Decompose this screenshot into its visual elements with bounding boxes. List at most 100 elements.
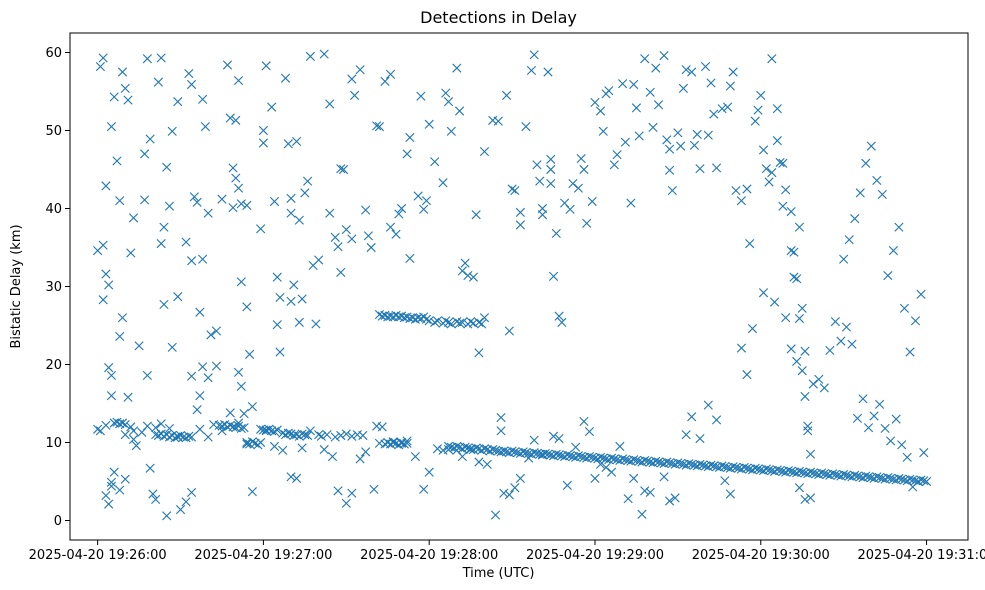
data-point	[830, 469, 840, 480]
data-point	[861, 471, 871, 481]
data-point	[794, 222, 805, 232]
data-point	[772, 104, 782, 114]
data-point	[222, 60, 233, 70]
data-point	[300, 430, 310, 440]
data-point	[778, 201, 788, 211]
data-point	[615, 441, 625, 451]
data-point	[579, 416, 589, 427]
data-point	[104, 499, 114, 509]
data-point	[256, 224, 266, 234]
data-point	[416, 91, 426, 101]
data-point	[651, 456, 661, 466]
data-point	[405, 132, 415, 143]
data-point	[236, 199, 246, 209]
data-point	[424, 119, 434, 129]
data-point	[95, 61, 105, 72]
data-point	[239, 423, 249, 433]
data-point	[225, 420, 235, 430]
data-point	[601, 462, 611, 473]
data-point	[874, 399, 885, 409]
data-point	[471, 443, 481, 453]
data-point	[123, 392, 133, 402]
data-point	[225, 113, 235, 123]
axes-frame	[69, 32, 969, 541]
data-point	[236, 277, 246, 287]
data-point	[532, 448, 542, 459]
data-point	[653, 100, 664, 110]
data-point	[728, 462, 738, 472]
data-point	[115, 196, 125, 206]
data-point	[769, 297, 780, 307]
data-point	[242, 439, 252, 449]
data-point	[844, 235, 854, 245]
data-point	[687, 67, 697, 77]
data-point	[816, 468, 827, 478]
data-point	[573, 451, 583, 461]
data-point	[217, 194, 227, 204]
data-point	[659, 472, 669, 482]
data-point	[203, 373, 213, 383]
data-point	[330, 432, 340, 442]
data-point	[670, 493, 680, 503]
data-point	[573, 183, 583, 193]
data-point	[322, 430, 332, 440]
data-point	[181, 497, 191, 507]
data-point	[424, 316, 434, 326]
data-point	[355, 454, 365, 464]
data-point	[272, 320, 282, 330]
data-point	[457, 317, 467, 327]
data-point	[877, 189, 887, 200]
data-point	[175, 504, 186, 515]
x-tick-label: 2025-04-20 19:29:00	[526, 548, 664, 563]
data-point	[629, 79, 639, 90]
data-point	[247, 402, 257, 412]
data-point	[695, 459, 705, 469]
data-point	[186, 256, 197, 266]
data-point	[419, 204, 429, 214]
y-tick-label: 10	[45, 436, 62, 451]
data-point	[258, 125, 269, 136]
data-point	[452, 441, 462, 451]
data-point	[595, 106, 606, 116]
data-point	[637, 509, 647, 519]
x-tick-label: 2025-04-20 19:26:00	[29, 548, 167, 563]
data-point	[106, 481, 117, 491]
data-point	[156, 419, 166, 429]
data-point	[681, 430, 691, 440]
data-point	[692, 129, 702, 139]
data-point	[402, 438, 412, 448]
data-point	[629, 455, 639, 465]
data-point	[612, 150, 622, 160]
y-tick-label: 40	[45, 202, 62, 217]
data-point	[529, 448, 539, 458]
data-point	[186, 432, 197, 442]
data-point	[372, 121, 382, 131]
data-point	[687, 412, 697, 422]
data-point	[758, 145, 769, 155]
data-point	[186, 79, 197, 90]
data-point	[231, 115, 241, 125]
data-point	[800, 391, 810, 402]
data-point	[424, 467, 434, 477]
data-point	[303, 430, 313, 441]
data-point	[850, 214, 860, 224]
data-point	[247, 437, 257, 447]
data-point	[123, 95, 133, 105]
data-point	[921, 476, 932, 487]
data-point	[316, 431, 327, 441]
data-point	[443, 317, 454, 327]
data-point	[164, 201, 175, 211]
x-tick-label: 2025-04-20 19:28:00	[360, 548, 498, 563]
data-point	[366, 242, 376, 253]
data-point	[198, 362, 208, 372]
data-point	[286, 208, 296, 218]
data-point	[211, 361, 222, 371]
data-point	[739, 462, 749, 473]
data-point	[264, 424, 274, 434]
data-point	[886, 436, 896, 446]
data-point	[736, 196, 747, 206]
data-point	[385, 222, 396, 232]
data-point	[233, 367, 244, 377]
data-point	[888, 246, 898, 256]
data-point	[280, 73, 291, 83]
